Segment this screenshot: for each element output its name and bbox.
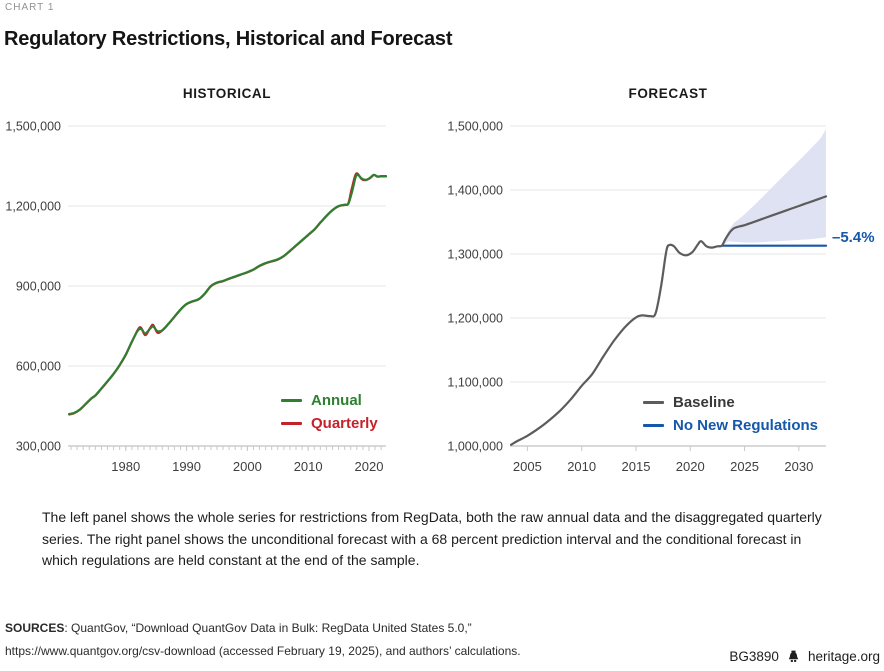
footer: BG3890 heritage.org — [729, 649, 880, 664]
x-tick-label: 2005 — [513, 459, 542, 474]
legend-item-baseline: Baseline — [643, 391, 818, 414]
annual-line-swatch — [281, 399, 302, 402]
y-tick-label: 300,000 — [16, 440, 61, 454]
forecast-legend: Baseline No New Regulations — [643, 391, 818, 437]
percent-change-annotation: –5.4% — [832, 229, 875, 246]
y-tick-label: 1,500,000 — [5, 120, 61, 134]
heritage-bell-icon — [788, 650, 799, 662]
forecast-chart: 1,000,000 1,100,000 1,200,000 1,300,000 1,40… — [447, 120, 828, 474]
y-tick-label: 1,000,000 — [447, 440, 503, 454]
historical-panel: HISTORICAL 300,000 600,000 900,000 1,200,00… — [0, 80, 442, 490]
x-tick-label: 2010 — [567, 459, 596, 474]
y-tick-label: 1,200,000 — [5, 200, 61, 214]
page-title: Regulatory Restrictions, Historical and … — [4, 28, 453, 50]
figure-caption: The left panel shows the whole series fo… — [42, 509, 822, 568]
quarterly-line-swatch — [281, 422, 302, 425]
x-tick-label: 2025 — [730, 459, 759, 474]
y-tick-label: 1,400,000 — [447, 184, 503, 198]
y-tick-label: 1,500,000 — [447, 120, 503, 134]
y-tick-label: 600,000 — [16, 360, 61, 374]
historical-chart: 300,000 600,000 900,000 1,200,000 1,500,000 1… — [5, 120, 388, 474]
chart-kicker: CHART 1 — [5, 2, 55, 13]
x-tick-label: 2020 — [676, 459, 705, 474]
annual-legend-label: Annual — [311, 392, 362, 409]
x-tick-label: 2000 — [233, 459, 262, 474]
x-tick-label: 2020 — [355, 459, 384, 474]
annual-line — [68, 173, 388, 416]
quarterly-line — [68, 172, 388, 416]
y-tick-label: 1,100,000 — [447, 376, 503, 390]
legend-item-no-new-regulations: No New Regulations — [643, 414, 818, 437]
sources-line2: https://www.quantgov.org/csv-download (a… — [5, 644, 521, 658]
baseline-line — [510, 195, 828, 446]
y-tick-label: 900,000 — [16, 280, 61, 294]
x-tick-label: 2010 — [294, 459, 323, 474]
no-new-regulations-legend-label: No New Regulations — [673, 417, 819, 434]
historical-panel-title: HISTORICAL — [182, 86, 272, 101]
no-new-regulations-line-swatch — [643, 424, 664, 427]
forecast-panel: FORECAST 1,000,000 1,100,000 1,200,000 1,30… — [442, 80, 884, 490]
report-id: BG3890 — [729, 649, 779, 664]
baseline-line-swatch — [643, 401, 664, 404]
forecast-panel-title: FORECAST — [628, 86, 708, 101]
x-tick-label: 1980 — [111, 459, 140, 474]
prediction-interval-band — [721, 129, 826, 246]
site-name: heritage.org — [807, 649, 880, 664]
sources-label: SOURCES — [5, 621, 65, 635]
historical-legend: Annual Quarterly — [281, 389, 378, 435]
legend-item-annual: Annual — [281, 389, 378, 412]
x-tick-label: 2030 — [784, 459, 813, 474]
y-tick-label: 1,300,000 — [447, 248, 503, 262]
sources-note: SOURCES: QuantGov, “Download QuantGov Da… — [5, 617, 565, 663]
y-tick-label: 1,200,000 — [447, 312, 503, 326]
baseline-legend-label: Baseline — [673, 394, 735, 411]
quarterly-legend-label: Quarterly — [311, 415, 378, 432]
legend-item-quarterly: Quarterly — [281, 412, 378, 435]
x-tick-label: 2015 — [622, 459, 651, 474]
sources-line1: : QuantGov, “Download QuantGov Data in B… — [64, 621, 472, 635]
x-tick-label: 1990 — [172, 459, 201, 474]
